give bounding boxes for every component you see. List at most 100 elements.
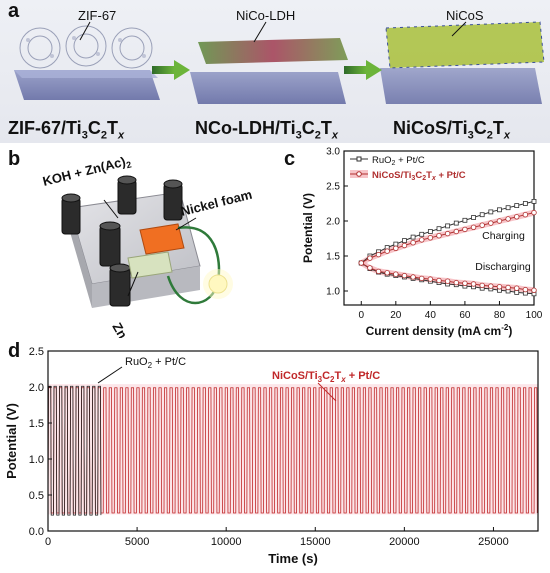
nickel-foam-electrode [139,223,185,255]
ruo2-marker [514,289,520,295]
x-tick-label: 15000 [300,536,331,548]
label-nickel-foam: Nickel foam [179,187,253,219]
nicos-marker [427,235,434,241]
panel-a-letter: a [8,0,20,22]
nico-ldh-layer [198,38,348,64]
x-tick-label: 100 [526,310,543,321]
label-zif67: ZIF-67 [78,8,117,23]
y-tick-label: 1.5 [29,418,44,430]
ruo2-marker [479,212,485,218]
mxene-slab-2 [190,72,346,104]
pointer-ldh [253,21,267,43]
nicos-marker [496,284,503,290]
pointer-ruo2 [97,366,123,384]
x-tick-label: 5000 [125,536,149,548]
ruo2-marker [488,209,494,215]
nicos-marker [514,285,520,291]
nicos-marker [427,276,434,282]
label-nicos: NiCoS [446,8,484,23]
nicos-marker [375,251,382,258]
x-tick-label: 80 [494,310,506,321]
zif67-atoms [26,36,146,58]
pointer-nicos [451,21,467,37]
nicos-marker [470,224,477,230]
pointer-nicos [317,382,337,402]
nicos-marker [419,275,425,282]
nicos-marker [375,268,382,275]
legend-ruo2-label: RuO2 + Pt/C [372,155,425,167]
nicos-marker [453,279,459,286]
x-tick-label: 20000 [389,536,420,548]
nicos-marker [444,230,451,237]
nicos-marker [419,237,425,243]
ruo2-marker [393,241,399,247]
legend-nicos-marker [356,171,362,177]
pointer-zif67 [79,21,91,41]
arrow-step-1 [152,60,190,80]
nicos-marker [444,278,451,284]
nicos-layer [385,21,545,69]
y-tick-label: 2.0 [326,217,340,228]
annotation-charging: Charging [482,230,525,242]
nicos-marker [436,232,442,239]
y-axis-label: Potential (V) [4,403,19,479]
nicos-marker [393,245,399,251]
nicos-marker [367,255,373,261]
y-tick-label: 3.0 [326,147,340,158]
ruo2-marker [522,201,528,206]
ruo2-marker [505,205,511,211]
y-tick-label: 2.5 [326,182,340,193]
nicos-marker [514,214,520,220]
x-tick-label: 20 [390,310,402,321]
battery-screws [61,175,183,307]
nicos-marker [488,283,494,289]
ruo2-marker [497,207,502,213]
nicos-marker [462,226,468,233]
nicos-marker [522,211,529,218]
y-tick-label: 1.5 [326,252,340,263]
ruo2-marker [436,226,442,232]
nicos-marker [453,228,459,235]
x-axis-label: Time (s) [268,551,318,566]
ruo2-marker [410,234,416,240]
nicos-marker [470,281,477,287]
legend-nicos-label: NiCoS/Ti3C2Tx + Pt/C [372,170,466,182]
caption-zif67-ti3c2tx: ZIF-67/Ti3C2Tx [8,118,125,142]
label-nico-ldh: NiCo-LDH [236,8,296,23]
arrow-step-2 [344,60,382,80]
annotation-nicos: NiCoS/Ti3C2Tx + Pt/C [272,370,380,384]
nicos-marker [393,271,399,277]
pointer-nickel-foam [175,217,197,231]
nicos-marker [479,222,485,228]
panel-d-letter: d [8,340,21,362]
nicos-marker [505,216,511,222]
pointer-electrolyte [103,199,119,219]
nicos-marker [462,280,468,286]
nicos-marker [410,239,416,246]
nicos-marker [488,220,494,226]
y-tick-label: 1.0 [326,287,340,298]
nicos-marker [358,260,364,266]
plot-frame [343,150,535,306]
ruo2-cycling-curve [47,385,102,516]
zif67-clusters [19,25,153,69]
nicos-marker [367,265,373,271]
y-tick-label: 2.5 [29,346,44,358]
mxene-slab-3 [380,68,542,104]
nicos-cycling-curve [47,387,538,514]
x-tick-label: 40 [425,310,437,321]
x-tick-label: 0 [45,536,51,548]
nicos-marker [384,270,390,276]
x-tick-label: 60 [459,310,471,321]
nicos-marker [401,242,408,249]
ruo2-marker [471,215,476,220]
x-axis-label: Current density (mA cm-2) [366,323,513,338]
panel-b-battery-illustration: KOH + Zn(Ac)2 Nickel foam Zn plate [41,154,253,338]
y-tick-label: 1.0 [29,454,44,466]
nicos-marker [479,282,485,289]
nicos-marker [401,272,408,279]
panel-c-letter: c [284,148,296,170]
nicos-marker [505,284,511,291]
caption-nco-ldh-ti3c2tx: NCo-LDH/Ti3C2Tx [195,118,339,142]
caption-nicos-ti3c2tx: NiCoS/Ti3C2Tx [393,118,511,142]
